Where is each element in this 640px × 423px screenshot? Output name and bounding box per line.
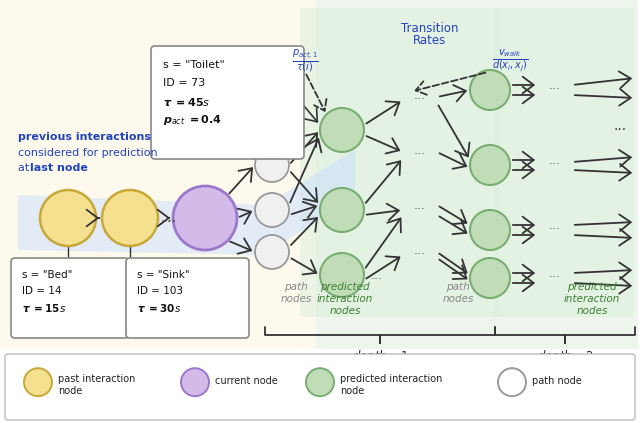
Text: nodes: nodes — [330, 306, 361, 316]
Text: last node: last node — [30, 163, 88, 173]
Text: path: path — [446, 282, 470, 292]
Ellipse shape — [470, 145, 510, 185]
Text: nodes: nodes — [576, 306, 608, 316]
Text: Rates: Rates — [413, 34, 447, 47]
Text: $\boldsymbol{\tau}$ $\mathbf{= 45}$$\mathit{s}$: $\boldsymbol{\tau}$ $\mathbf{= 45}$$\mat… — [163, 96, 211, 108]
Text: interaction: interaction — [317, 294, 373, 304]
FancyBboxPatch shape — [126, 258, 249, 338]
Text: $\frac{p_{act,1}}{\tau(i)}$: $\frac{p_{act,1}}{\tau(i)}$ — [292, 48, 319, 75]
Text: interaction: interaction — [564, 294, 620, 304]
Text: $\boldsymbol{\tau}$ $\mathbf{= 30}$$\mathit{s}$: $\boldsymbol{\tau}$ $\mathbf{= 30}$$\mat… — [137, 302, 181, 314]
Ellipse shape — [173, 186, 237, 250]
Text: Transition: Transition — [401, 22, 459, 35]
Ellipse shape — [306, 368, 334, 396]
Text: ···: ··· — [613, 123, 627, 137]
Text: s = "Toilet": s = "Toilet" — [163, 60, 225, 70]
Text: nodes: nodes — [442, 294, 474, 304]
Ellipse shape — [40, 190, 96, 246]
Text: past interaction: past interaction — [58, 374, 136, 384]
Text: ···: ··· — [549, 83, 561, 96]
Text: s = "Sink": s = "Sink" — [137, 270, 189, 280]
Text: $\boldsymbol{p}_{act}$ $\mathbf{= 0.4}$: $\boldsymbol{p}_{act}$ $\mathbf{= 0.4}$ — [163, 113, 222, 127]
Ellipse shape — [470, 258, 510, 298]
Ellipse shape — [470, 70, 510, 110]
Polygon shape — [18, 150, 355, 255]
FancyBboxPatch shape — [0, 0, 322, 349]
Text: predicted interaction: predicted interaction — [340, 374, 442, 384]
Text: ···: ··· — [414, 203, 426, 217]
Ellipse shape — [255, 193, 289, 227]
Ellipse shape — [255, 148, 289, 182]
Text: path node: path node — [532, 376, 582, 386]
Text: path: path — [284, 282, 308, 292]
Text: ···: ··· — [414, 248, 426, 261]
Text: nodes: nodes — [280, 294, 312, 304]
Text: node: node — [58, 386, 83, 396]
Ellipse shape — [24, 368, 52, 396]
Text: ···: ··· — [549, 159, 561, 171]
Ellipse shape — [255, 235, 289, 269]
Text: ···: ··· — [163, 214, 177, 230]
Text: ID = 14: ID = 14 — [22, 286, 61, 296]
Text: considered for prediction: considered for prediction — [18, 148, 157, 158]
Text: $depth = 1$: $depth = 1$ — [351, 348, 408, 365]
Text: $\frac{v_{walk}}{d(x_i, x_j)}$: $\frac{v_{walk}}{d(x_i, x_j)}$ — [492, 48, 528, 74]
Text: $\boldsymbol{\tau}$ $\mathbf{= 15}$$\mathit{s}$: $\boldsymbol{\tau}$ $\mathbf{= 15}$$\mat… — [22, 302, 67, 314]
FancyBboxPatch shape — [300, 8, 499, 317]
Text: ···: ··· — [371, 274, 383, 286]
Text: $depth = 2$: $depth = 2$ — [536, 348, 593, 365]
Ellipse shape — [320, 253, 364, 297]
Text: predicted: predicted — [320, 282, 370, 292]
Text: ···: ··· — [414, 93, 426, 107]
Ellipse shape — [181, 368, 209, 396]
Text: s = "Bed": s = "Bed" — [22, 270, 72, 280]
Text: previous interactions: previous interactions — [18, 132, 151, 142]
Text: ···: ··· — [161, 215, 173, 228]
Ellipse shape — [470, 210, 510, 250]
Text: at: at — [18, 163, 33, 173]
Text: ID = 103: ID = 103 — [137, 286, 183, 296]
FancyBboxPatch shape — [494, 8, 634, 317]
FancyBboxPatch shape — [5, 354, 635, 420]
Text: node: node — [340, 386, 364, 396]
Ellipse shape — [498, 368, 526, 396]
Ellipse shape — [320, 108, 364, 152]
Ellipse shape — [320, 188, 364, 232]
FancyBboxPatch shape — [151, 46, 304, 159]
Ellipse shape — [102, 190, 158, 246]
Text: predicted: predicted — [567, 282, 617, 292]
Text: current node: current node — [215, 376, 278, 386]
Text: ID = 73: ID = 73 — [163, 78, 205, 88]
Text: ···: ··· — [549, 223, 561, 236]
Text: ···: ··· — [549, 272, 561, 285]
FancyBboxPatch shape — [316, 0, 638, 349]
FancyBboxPatch shape — [11, 258, 129, 338]
Text: ···: ··· — [414, 148, 426, 162]
